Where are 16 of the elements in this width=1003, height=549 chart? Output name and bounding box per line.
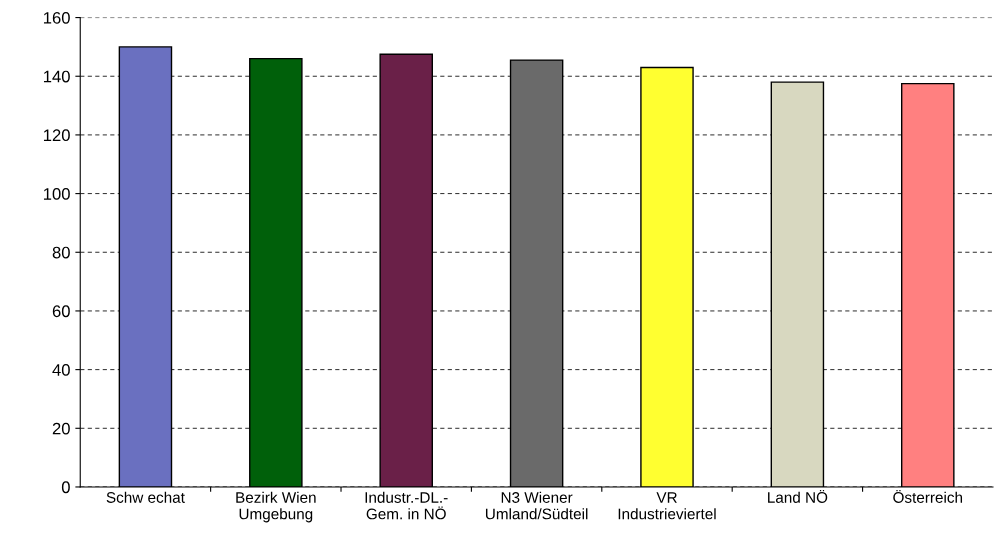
y-tick-label: 0 — [61, 481, 70, 494]
y-tick-label: 40 — [52, 364, 70, 376]
x-tick-label: N3 Wiener Umland/Südteil — [485, 491, 588, 520]
y-tick-label: 60 — [52, 305, 70, 318]
x-tick-label: Österreich — [893, 489, 963, 503]
x-tick-label: VR Industrieviertel — [618, 492, 716, 520]
y-tick-label: 120 — [43, 129, 70, 142]
y-tick-label: 140 — [43, 70, 70, 83]
y-tick-label: 160 — [43, 11, 70, 24]
x-tick-label: Industr.-DL.- Gem. in NÖ — [365, 491, 448, 520]
y-tick-label: 100 — [43, 187, 70, 200]
x-tick-label: Schw echat — [106, 491, 185, 503]
x-tick-label: Bezirk Wien Umgebung — [236, 491, 316, 523]
y-tick-label: 20 — [52, 422, 70, 435]
y-tick-label: 80 — [52, 246, 70, 259]
x-tick-label: Land NÖ — [768, 489, 828, 503]
